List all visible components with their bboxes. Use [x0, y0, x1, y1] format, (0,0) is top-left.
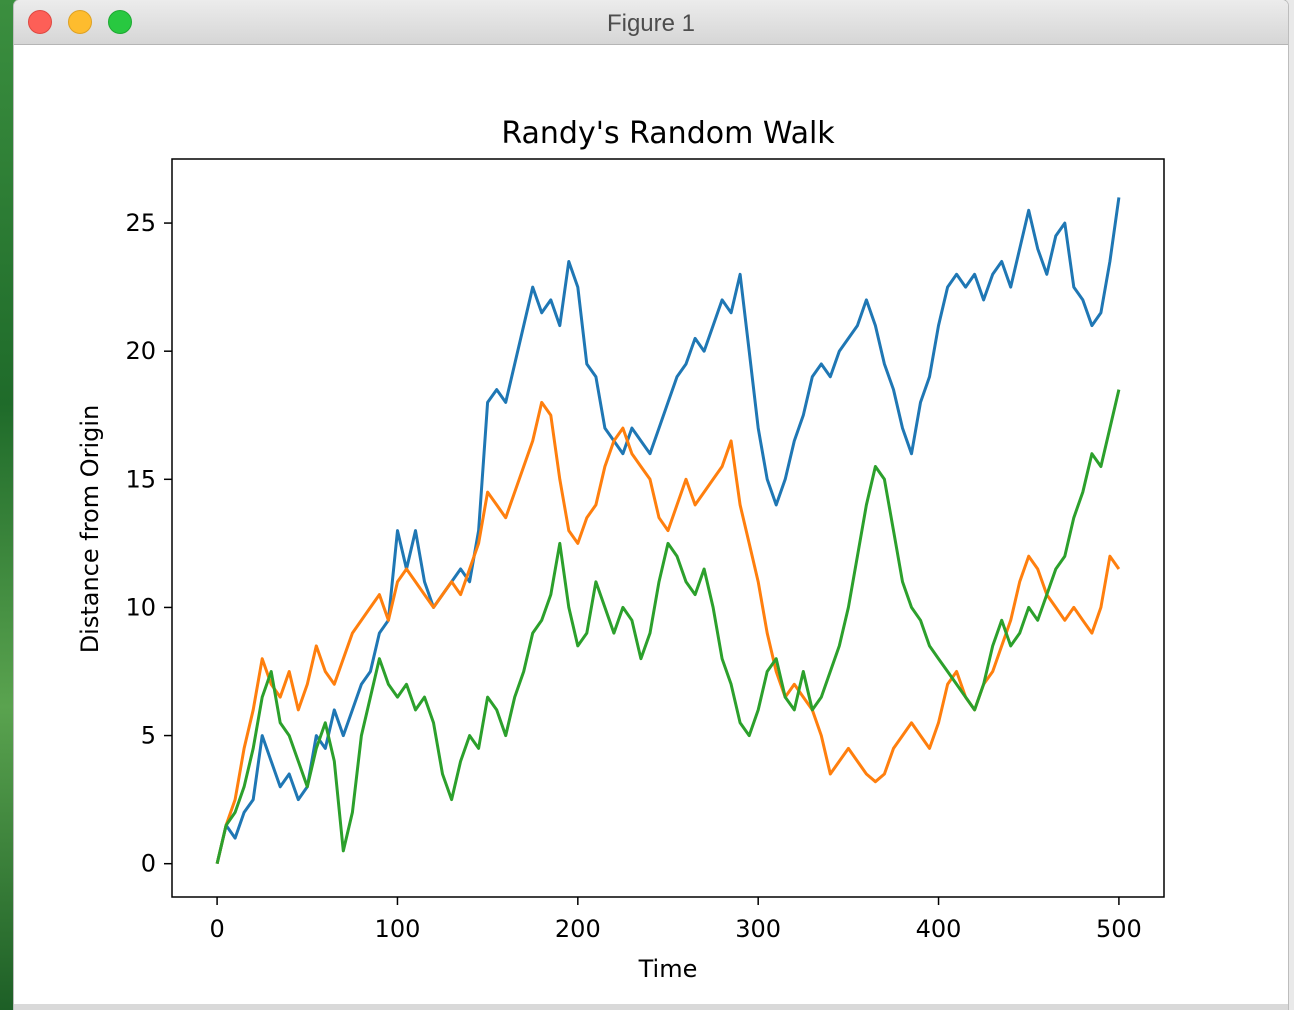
series-line-1 — [215, 197, 1121, 865]
x-tick-label: 100 — [375, 915, 421, 943]
x-tick-label: 500 — [1096, 915, 1142, 943]
desktop-background-right — [1286, 0, 1294, 1010]
plot-lines — [215, 197, 1121, 865]
y-axis: 0 5 10 15 20 25 — [125, 209, 172, 878]
y-tick-label: 15 — [125, 465, 156, 493]
x-tick-label: 200 — [555, 915, 601, 943]
x-axis: 0 100 200 300 400 500 — [209, 897, 1142, 943]
figure-window: Figure 1 Randy's Random Walk 0 100 200 300 4… — [14, 0, 1288, 1010]
window-titlebar[interactable]: Figure 1 — [14, 0, 1288, 45]
x-tick-label: 400 — [916, 915, 962, 943]
x-tick-label: 300 — [735, 915, 781, 943]
minimize-window-button[interactable] — [68, 10, 92, 34]
chart-title: Randy's Random Walk — [501, 116, 835, 151]
close-window-button[interactable] — [28, 10, 52, 34]
window-bottom-strip — [14, 1004, 1288, 1010]
series-line-2 — [215, 400, 1121, 865]
series-line-3 — [215, 389, 1121, 865]
y-tick-label: 10 — [125, 593, 156, 621]
x-axis-label: Time — [638, 955, 698, 983]
line-chart: Randy's Random Walk 0 100 200 300 400 500 0 5 1… — [76, 116, 1165, 983]
y-tick-label: 0 — [141, 850, 156, 878]
plot-frame — [171, 158, 1165, 898]
window-title: Figure 1 — [606, 10, 696, 37]
y-tick-label: 20 — [125, 337, 156, 365]
y-tick-label: 25 — [125, 209, 156, 237]
x-tick-label: 0 — [209, 915, 224, 943]
zoom-window-button[interactable] — [108, 10, 132, 34]
y-tick-label: 5 — [141, 722, 156, 750]
figure-canvas: Randy's Random Walk 0 100 200 300 400 500 0 5 1… — [14, 45, 1288, 1005]
y-axis-label: Distance from Origin — [76, 405, 104, 654]
